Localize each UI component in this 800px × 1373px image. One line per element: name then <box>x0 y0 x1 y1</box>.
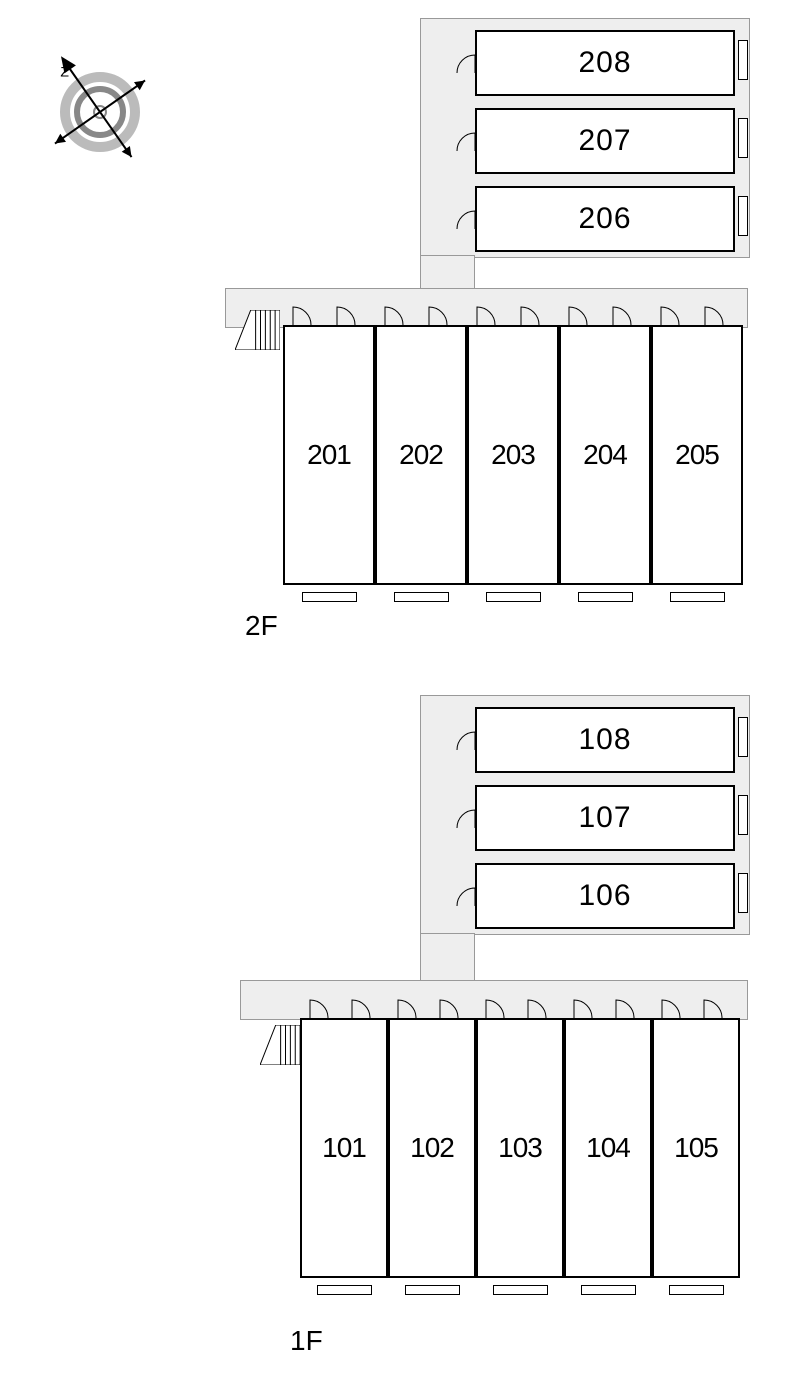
door-icon <box>484 998 524 1038</box>
unit-label: 208 <box>578 46 631 80</box>
door-icon <box>350 998 390 1038</box>
unit-106: 106 <box>475 863 735 929</box>
unit-201: 201 <box>283 325 375 585</box>
unit-label: 107 <box>578 801 631 835</box>
door-icon <box>427 305 467 345</box>
balcony <box>394 592 449 602</box>
unit-label: 102 <box>410 1132 454 1164</box>
door-icon <box>572 998 612 1038</box>
balcony <box>738 873 748 913</box>
compass-icon: Z <box>30 30 170 175</box>
door-icon <box>396 998 436 1038</box>
door-icon <box>567 305 607 345</box>
unit-203: 203 <box>467 325 559 585</box>
door-icon <box>291 305 331 345</box>
balcony <box>486 592 541 602</box>
unit-103: 103 <box>476 1018 564 1278</box>
north-letter: Z <box>60 63 69 79</box>
door-icon <box>455 53 495 93</box>
balcony <box>738 196 748 236</box>
balcony <box>578 592 633 602</box>
door-icon <box>308 998 348 1038</box>
balcony <box>738 795 748 835</box>
door-icon <box>519 305 559 345</box>
balcony <box>581 1285 636 1295</box>
unit-label: 206 <box>578 202 631 236</box>
door-icon <box>335 305 375 345</box>
stairs-icon <box>235 310 280 350</box>
unit-204: 204 <box>559 325 651 585</box>
unit-label: 204 <box>583 439 627 471</box>
floor-label-1F: 1F <box>290 1325 323 1357</box>
unit-label: 202 <box>399 439 443 471</box>
door-icon <box>455 209 495 249</box>
balcony <box>738 40 748 80</box>
door-icon <box>438 998 478 1038</box>
unit-label: 205 <box>675 439 719 471</box>
door-icon <box>614 998 654 1038</box>
unit-108: 108 <box>475 707 735 773</box>
balcony <box>317 1285 372 1295</box>
unit-label: 105 <box>674 1132 718 1164</box>
unit-label: 101 <box>322 1132 366 1164</box>
unit-205: 205 <box>651 325 743 585</box>
door-icon <box>611 305 651 345</box>
balcony <box>302 592 357 602</box>
door-icon <box>660 998 700 1038</box>
unit-206: 206 <box>475 186 735 252</box>
unit-107: 107 <box>475 785 735 851</box>
corridor <box>420 255 475 290</box>
balcony <box>405 1285 460 1295</box>
unit-202: 202 <box>375 325 467 585</box>
balcony <box>669 1285 724 1295</box>
door-icon <box>455 131 495 171</box>
door-icon <box>703 305 743 345</box>
unit-208: 208 <box>475 30 735 96</box>
door-icon <box>383 305 423 345</box>
door-icon <box>475 305 515 345</box>
unit-label: 201 <box>307 439 351 471</box>
unit-label: 207 <box>578 124 631 158</box>
unit-104: 104 <box>564 1018 652 1278</box>
unit-label: 203 <box>491 439 535 471</box>
unit-label: 106 <box>578 879 631 913</box>
balcony <box>670 592 725 602</box>
unit-label: 108 <box>578 723 631 757</box>
stairs-icon <box>260 1025 305 1065</box>
unit-label: 103 <box>498 1132 542 1164</box>
corridor <box>420 933 475 983</box>
unit-105: 105 <box>652 1018 740 1278</box>
door-icon <box>455 886 495 926</box>
unit-102: 102 <box>388 1018 476 1278</box>
door-icon <box>702 998 742 1038</box>
balcony <box>493 1285 548 1295</box>
balcony <box>738 717 748 757</box>
door-icon <box>455 730 495 770</box>
door-icon <box>659 305 699 345</box>
balcony <box>738 118 748 158</box>
door-icon <box>455 808 495 848</box>
unit-207: 207 <box>475 108 735 174</box>
door-icon <box>526 998 566 1038</box>
unit-label: 104 <box>586 1132 630 1164</box>
unit-101: 101 <box>300 1018 388 1278</box>
floor-label-2F: 2F <box>245 610 278 642</box>
